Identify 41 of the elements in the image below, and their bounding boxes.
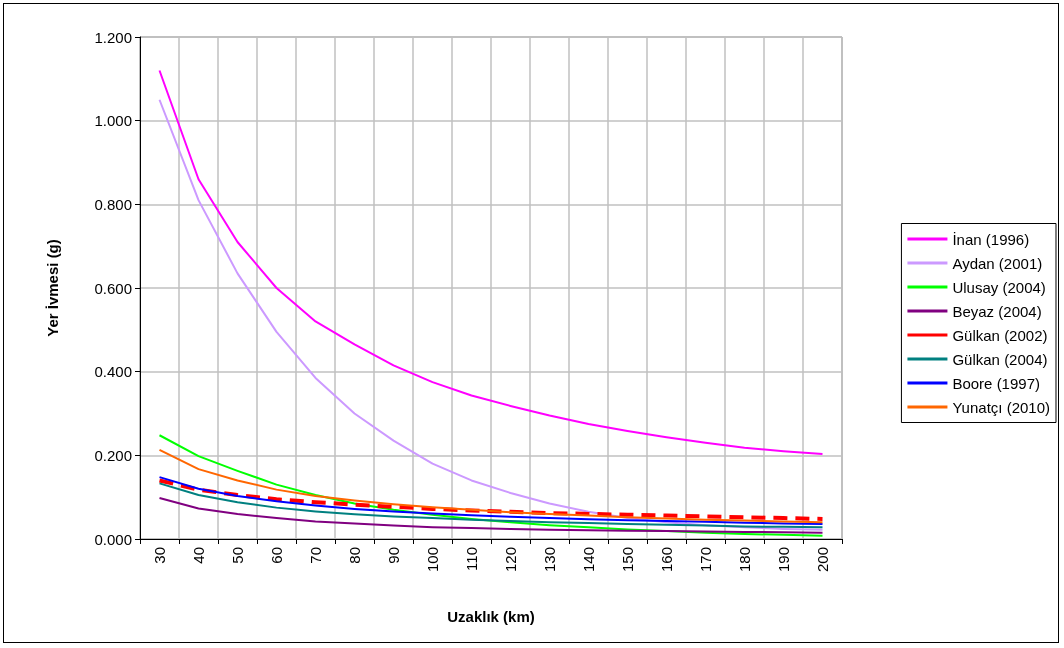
x-tick-label: 150 [619, 547, 636, 573]
line-series [158, 448, 824, 524]
legend-label: Aydan (2001) [952, 254, 1043, 272]
legend-label: Gülkan (2004) [952, 350, 1048, 368]
x-tick-label: 160 [658, 547, 675, 573]
y-tick-label: 1.200 [94, 28, 132, 46]
x-tick-label: 70 [307, 547, 324, 564]
x-tick-label: 80 [346, 547, 363, 564]
x-tick-label: 140 [580, 547, 597, 573]
x-tick-label: 50 [229, 547, 246, 564]
line-series [158, 69, 824, 456]
x-tick-label: 120 [502, 547, 519, 573]
x-tick-label: 130 [541, 547, 558, 573]
line-series [158, 98, 824, 531]
legend-label: Boore (1997) [952, 374, 1040, 392]
x-tick-label: 90 [385, 547, 402, 564]
x-tick-label: 190 [775, 547, 792, 573]
legend-label: Yunatçı (2010) [952, 398, 1051, 416]
x-tick-label: 60 [268, 547, 285, 564]
x-tick-label: 40 [190, 547, 207, 564]
x-tick-label: 200 [814, 547, 831, 573]
y-tick-label: 0.600 [94, 279, 132, 297]
x-tick-label: 180 [736, 547, 753, 573]
y-tick-label: 1.000 [94, 112, 132, 130]
y-tick-label: 0.200 [94, 446, 132, 464]
y-axis-title: Yer İvmesi (g) [44, 239, 61, 337]
x-tick-label: 110 [463, 547, 480, 571]
x-tick-label: 100 [424, 547, 441, 573]
line-series [158, 497, 824, 534]
legend-label: Ulusay (2004) [952, 278, 1046, 296]
x-axis-title: Uzaklık (km) [447, 608, 535, 625]
legend-label: Gülkan (2002) [952, 326, 1048, 344]
y-tick-label: 0.400 [94, 363, 132, 381]
legend-label: İnan (1996) [952, 230, 1030, 248]
x-tick-label: 170 [697, 547, 714, 573]
y-tick-label: 0.800 [94, 195, 132, 213]
x-tick-label: 30 [151, 547, 168, 564]
y-tick-label: 0.000 [94, 530, 132, 548]
line-series [158, 434, 824, 537]
legend-label: Beyaz (2004) [952, 302, 1042, 320]
line-series [158, 482, 824, 529]
